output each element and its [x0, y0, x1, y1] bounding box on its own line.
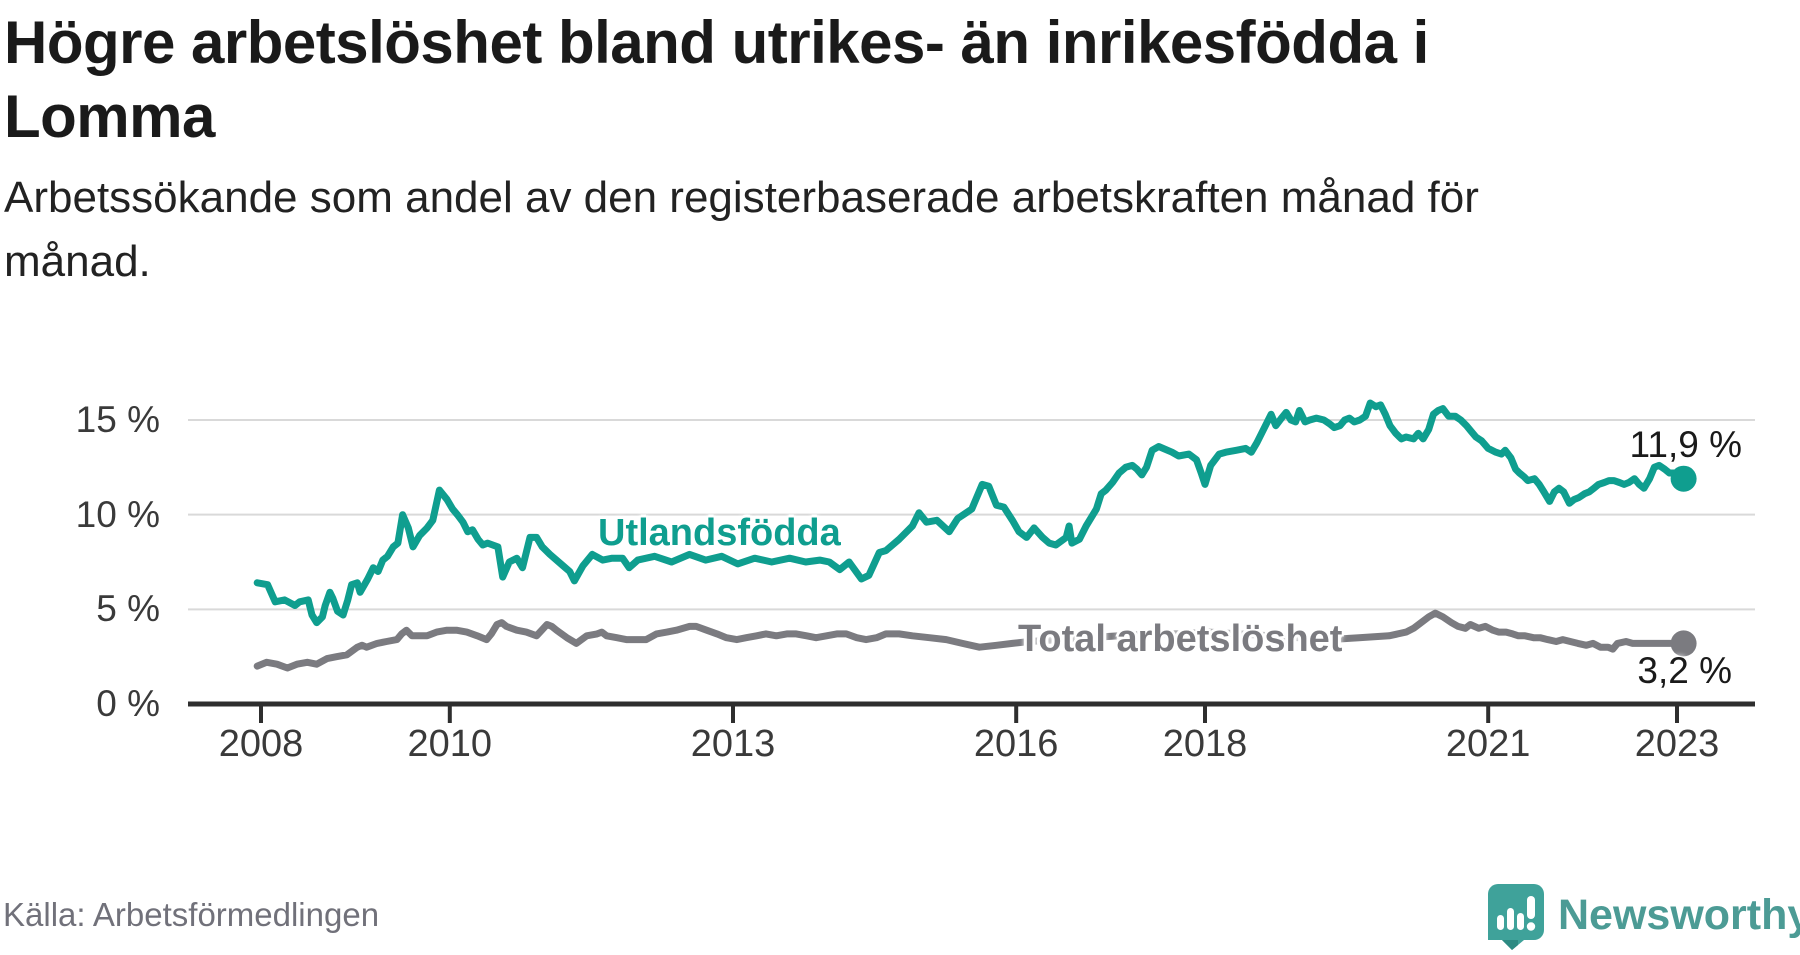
- newsworthy-icon: [1488, 884, 1544, 955]
- x-tick-label-2021: 2021: [1445, 723, 1531, 765]
- subtitle-line-2: månad.: [4, 237, 151, 286]
- title-line-1: Högre arbetslöshet bland utrikes- än inr…: [4, 9, 1429, 76]
- chart-subtitle: Arbetssökande som andel av den registerb…: [4, 166, 1504, 294]
- series-end-dot-0: [1670, 465, 1697, 492]
- brand-logo: Newsworthy: [1488, 884, 1800, 955]
- series-end-dot-1: [1670, 630, 1697, 657]
- x-tick-label-2013: 2013: [690, 723, 776, 765]
- x-tick-label-2018: 2018: [1162, 723, 1248, 765]
- gridlines: [188, 419, 1755, 611]
- series-label-total-arbetsloshet: Total arbetslöshet: [1018, 618, 1343, 660]
- series-label-utlandsfodda: Utlandsfödda: [598, 512, 841, 554]
- x-axis: [188, 701, 1755, 723]
- source-note: Källa: Arbetsförmedlingen: [3, 896, 380, 933]
- x-tick-label-2023: 2023: [1634, 723, 1720, 765]
- series-lines: [253, 399, 1697, 672]
- subtitle-line-1: Arbetssökande som andel av den registerb…: [4, 173, 1479, 222]
- x-tick-label-2010: 2010: [407, 723, 493, 765]
- y-tick-label-0: 0 %: [96, 683, 160, 724]
- series-line-0: [253, 399, 1688, 627]
- x-tick-label-2016: 2016: [973, 723, 1059, 765]
- y-tick-label-15: 15 %: [75, 399, 160, 440]
- title-line-2: Lomma: [4, 83, 215, 150]
- x-tick-label-2008: 2008: [218, 723, 304, 765]
- brand-name: Newsworthy: [1558, 891, 1800, 939]
- series-line-1: [253, 609, 1688, 672]
- page-title: Högre arbetslöshet bland utrikes- än inr…: [4, 6, 1644, 154]
- y-tick-label-10: 10 %: [75, 493, 160, 535]
- end-value-label-utlandsfodda: 11,9 %: [1629, 424, 1742, 465]
- y-tick-label-5: 5 %: [96, 588, 160, 630]
- end-value-label-total: 3,2 %: [1637, 650, 1732, 691]
